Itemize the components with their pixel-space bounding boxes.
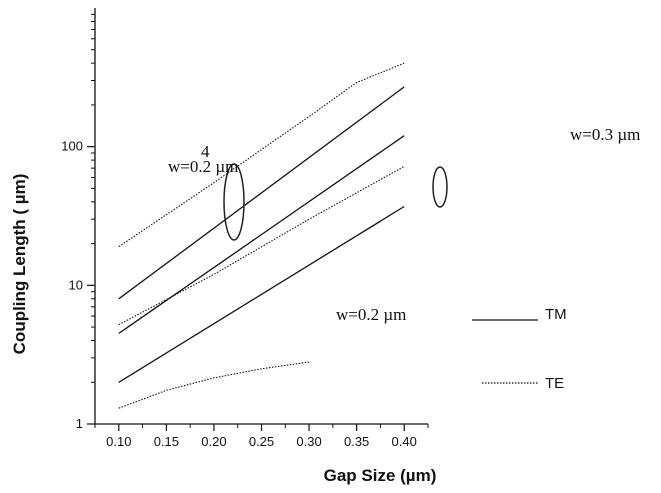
annotation-w03: w=0.3 µm <box>570 125 640 144</box>
annotation-superscript: 4 <box>201 142 210 161</box>
annotation-w02-lower: w=0.2 µm <box>336 305 406 324</box>
legend-tm-label: TM <box>545 306 567 323</box>
y-axis-label: Coupling Length ( µm) <box>10 174 29 355</box>
ellipse-markers <box>223 163 448 241</box>
legend: TM TE <box>472 306 567 392</box>
y-tick-label-2: 100 <box>61 139 83 154</box>
x-tick-label-0: 0.10 <box>106 434 131 449</box>
x-tick-label-6: 0.40 <box>392 434 417 449</box>
tm-te-group-marker-left <box>223 163 245 241</box>
y-tick-label-0: 1 <box>76 416 83 431</box>
x-tick-label-2: 0.20 <box>201 434 226 449</box>
series-group <box>118 62 405 409</box>
axes <box>94 8 428 425</box>
annotation-w02-upper: w=0.2 µm <box>168 157 238 176</box>
series-line-3-dotted <box>118 62 405 248</box>
x-tick-label-4: 0.30 <box>296 434 321 449</box>
ticks: 0.10 0.15 0.20 0.25 0.30 0.35 0.40 1 10 100 <box>61 13 429 449</box>
series-line-0-solid <box>118 86 405 300</box>
series-line-5-dotted <box>118 361 310 409</box>
x-tick-label-3: 0.25 <box>249 434 274 449</box>
series-line-2-solid <box>118 205 405 383</box>
tm-te-group-marker-right <box>432 166 448 208</box>
series-line-4-dotted <box>118 165 405 326</box>
x-tick-label-5: 0.35 <box>344 434 369 449</box>
legend-te-label: TE <box>545 375 564 392</box>
x-tick-label-1: 0.15 <box>154 434 179 449</box>
series-line-1-solid <box>118 135 405 334</box>
y-tick-label-1: 10 <box>69 277 83 292</box>
x-axis-label: Gap Size (µm) <box>324 466 437 485</box>
